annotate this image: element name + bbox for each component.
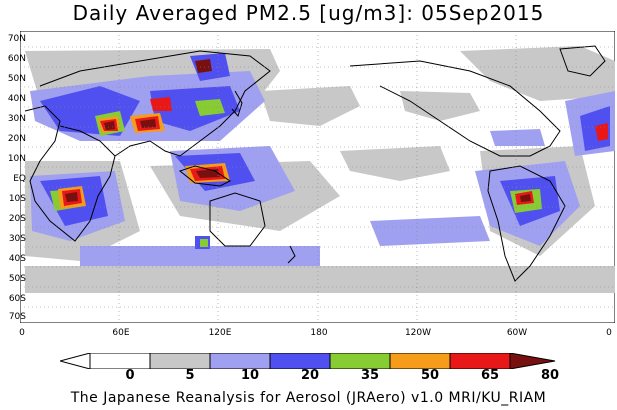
lat-label-30s: 30S [8, 234, 26, 244]
lon-label-0: 0 [19, 328, 25, 338]
coastlines [24, 45, 606, 282]
legend-swatch-35-50 [329, 353, 391, 369]
lat-label-60s: 60S [8, 294, 26, 304]
legend-swatch-0-5 [89, 353, 151, 369]
lat-label-60n: 60N [7, 54, 26, 64]
legend-label-80: 80 [540, 368, 560, 383]
lon-label-120e: 120E [208, 328, 232, 338]
lon-label-60w: 60W [506, 328, 528, 338]
legend-label-5: 5 [185, 368, 195, 383]
lat-label-70s: 70S [8, 312, 26, 322]
lat-label-40n: 40N [7, 94, 26, 104]
legend-label-10: 10 [240, 368, 260, 383]
lat-label-10n: 10N [7, 154, 26, 164]
map-panel [20, 31, 615, 323]
lat-label-50s: 50S [8, 274, 26, 284]
legend-swatch-20-35 [269, 353, 331, 369]
legend-label-0: 0 [125, 368, 135, 383]
lon-label-0-east: 0 [606, 328, 612, 338]
map-title: Daily Averaged PM2.5 [ug/m3]: 05Sep2015 [72, 1, 545, 25]
color-legend [60, 353, 556, 369]
legend-swatch-50-65 [389, 353, 451, 369]
lat-label-10s: 10S [8, 194, 26, 204]
legend-label-35: 35 [360, 368, 380, 383]
legend-swatch-5-10 [149, 353, 211, 369]
lon-label-120w: 120W [404, 328, 432, 338]
legend-arrow-high [509, 353, 556, 369]
legend-arrow-low [60, 353, 91, 369]
legend-swatch-10-20 [209, 353, 271, 369]
credit-line: The Japanese Reanalysis for Aerosol (JRA… [70, 390, 547, 406]
legend-label-50: 50 [420, 368, 440, 383]
lon-label-180: 180 [310, 328, 328, 338]
lat-label-eq: EQ [13, 174, 26, 184]
lon-label-60e: 60E [112, 328, 130, 338]
lat-label-20n: 20N [7, 134, 26, 144]
pm25-band-darkred [65, 59, 531, 202]
pm25-map [20, 31, 615, 323]
lat-label-20s: 20S [8, 214, 26, 224]
lat-label-50n: 50N [7, 74, 26, 84]
legend-swatch-65-80 [449, 353, 511, 369]
legend-label-65: 65 [480, 368, 500, 383]
legend-label-20: 20 [300, 368, 320, 383]
lat-label-40s: 40S [8, 254, 26, 264]
lat-label-30n: 30N [7, 114, 26, 124]
graticule [20, 31, 615, 323]
lat-label-70n: 70N [7, 34, 26, 44]
